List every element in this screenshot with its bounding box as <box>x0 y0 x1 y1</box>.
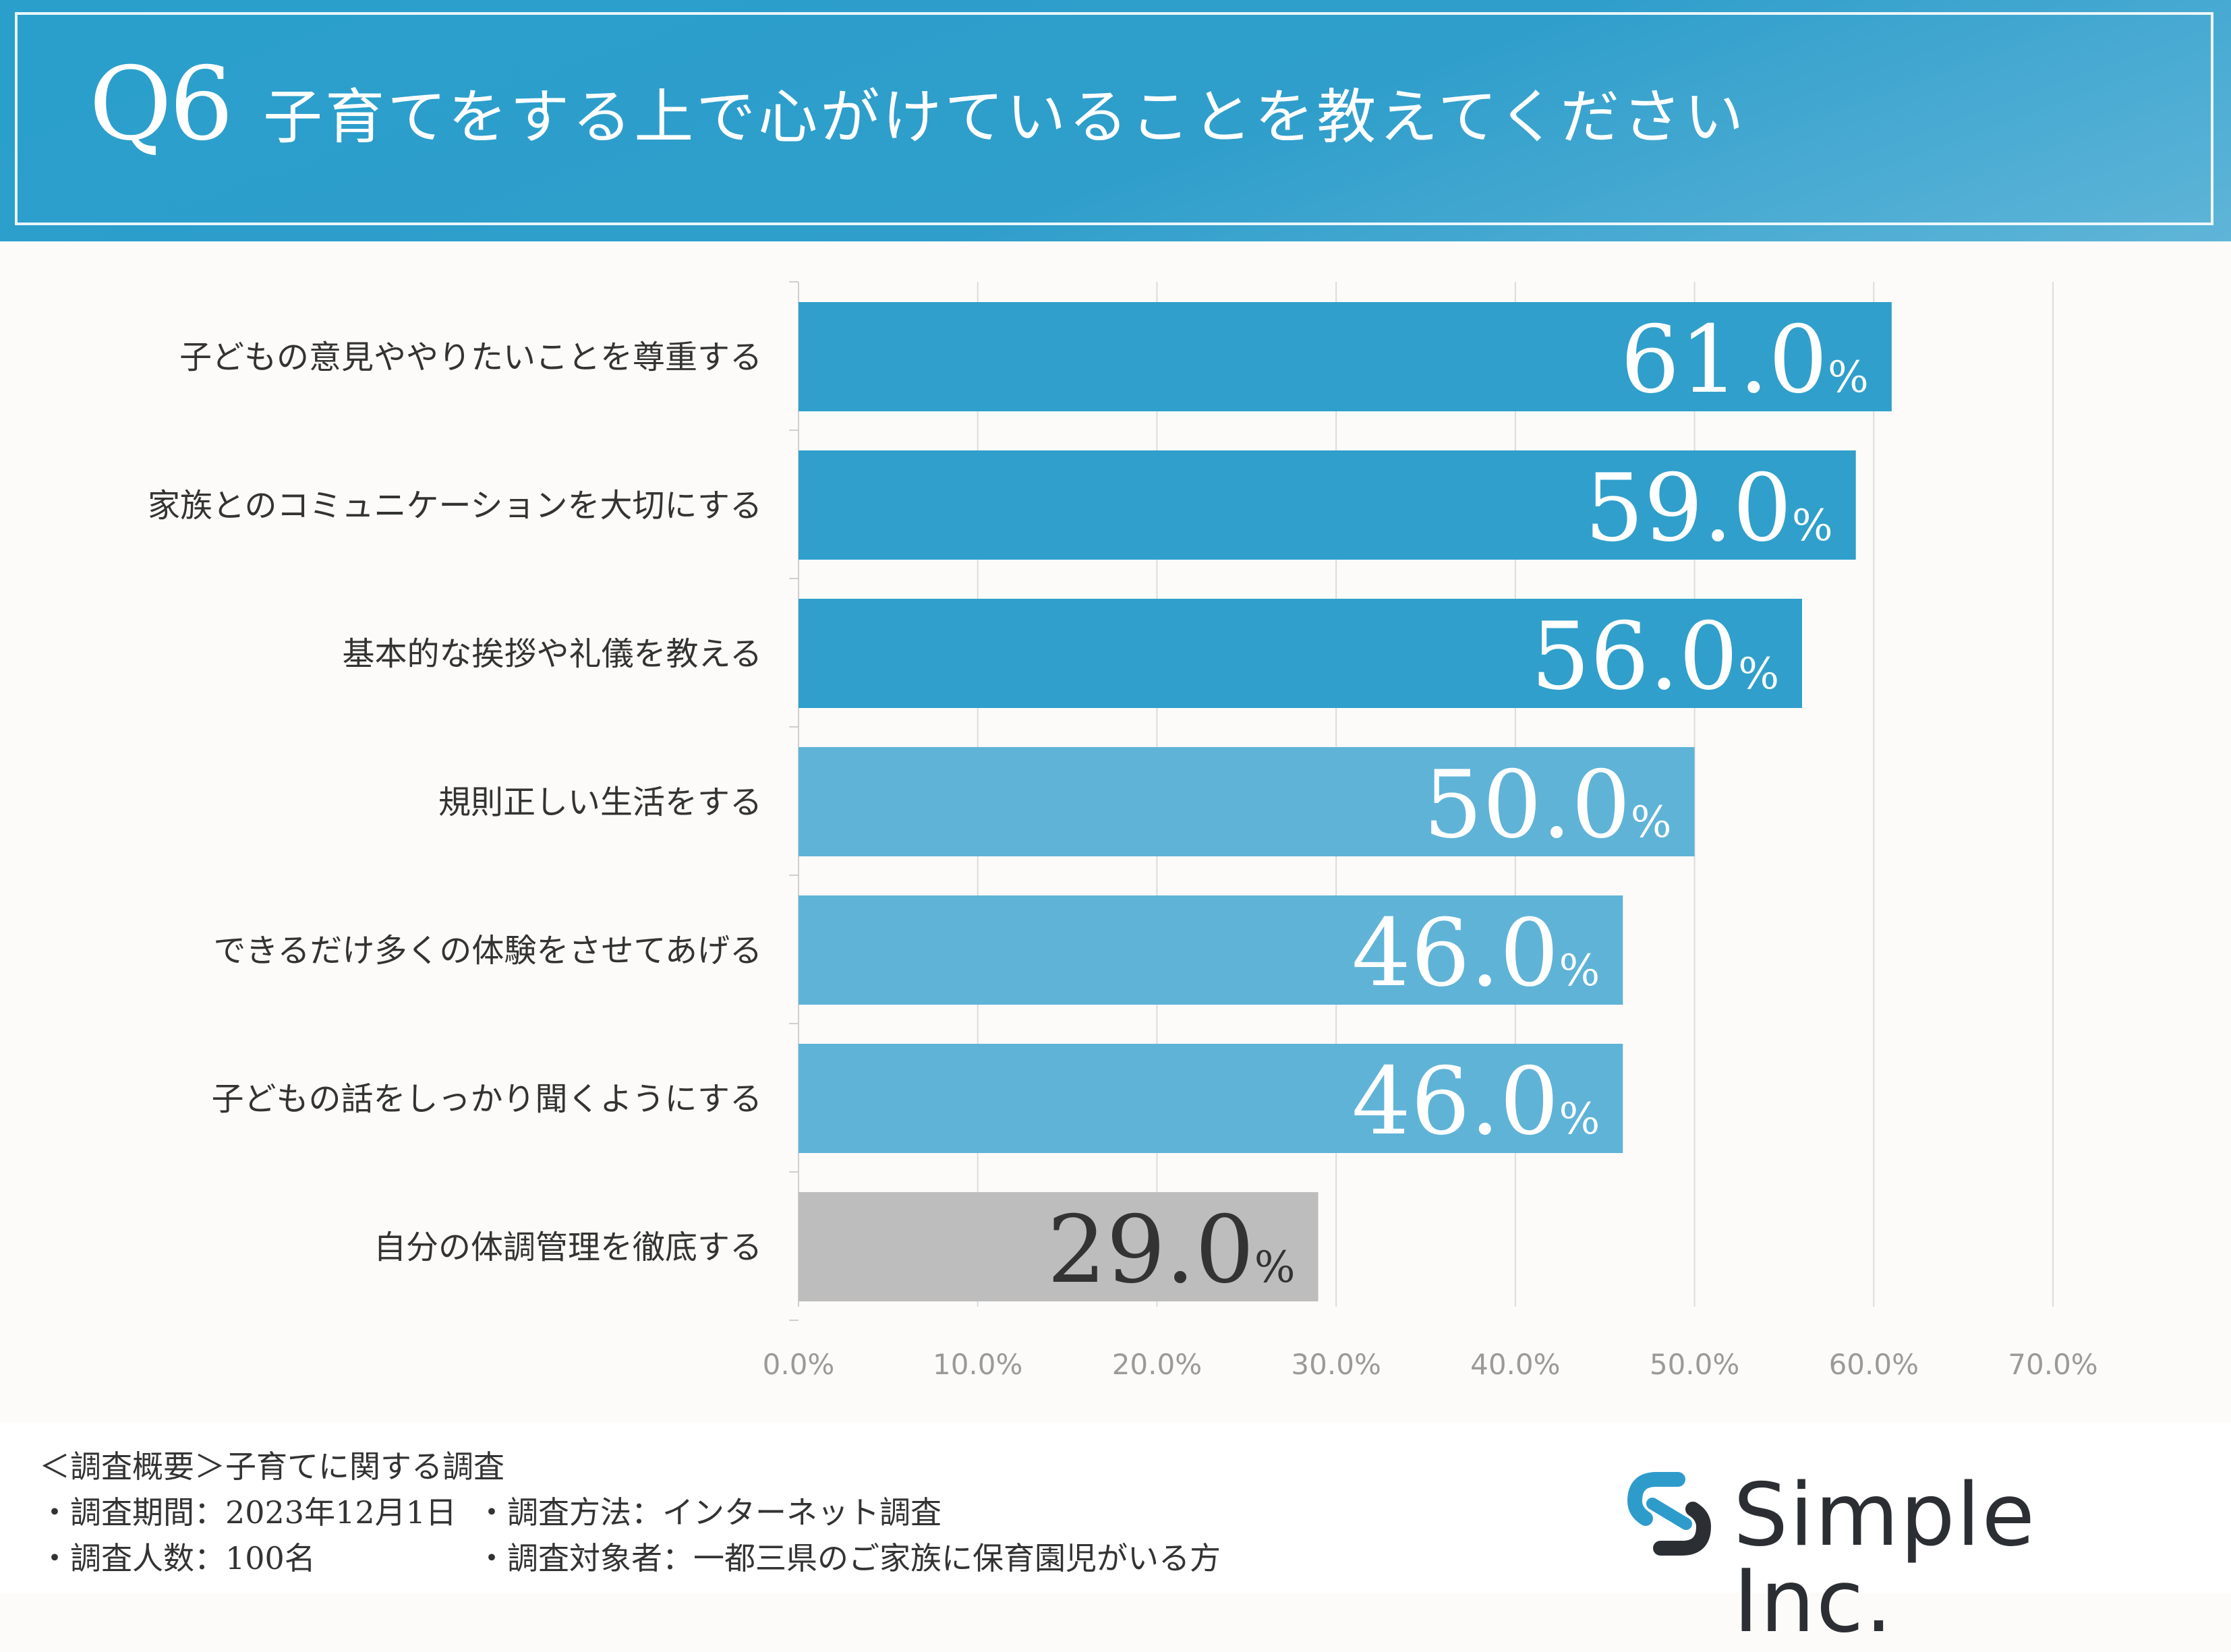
header-frame <box>15 12 2213 225</box>
x-tick-label: 20.0% <box>1112 1348 1202 1381</box>
question-number: Q6 <box>89 46 233 163</box>
x-tick-label: 40.0% <box>1470 1348 1560 1381</box>
bar <box>799 1192 1319 1301</box>
bar <box>799 302 1892 411</box>
data-label: 29.0% <box>1047 1196 1295 1304</box>
category-label: 基本的な挨拶や礼儀を教える <box>342 635 762 673</box>
survey-target: ・調査対象者：一都三県のご家族に保育園児がいる方 <box>476 1540 1221 1576</box>
data-label: 50.0% <box>1423 750 1671 859</box>
category-label: 自分の体調管理を徹底する <box>374 1229 762 1266</box>
category-label: 規則正しい生活をする <box>438 784 762 821</box>
logo-mark-icon <box>1627 1472 1712 1556</box>
data-label: 46.0% <box>1352 899 1600 1007</box>
company-logo: Simple Inc. <box>1625 1470 2205 1645</box>
category-label: 家族とのコミュニケーションを大切にする <box>148 487 762 525</box>
bar <box>799 1044 1623 1153</box>
question-title: 子育てをする上で心がけていることを教えてください <box>263 82 1747 152</box>
x-tick-label: 0.0% <box>763 1348 835 1381</box>
x-tick-label: 30.0% <box>1291 1348 1381 1381</box>
category-label: 子どもの話をしっかり聞くようにする <box>212 1080 762 1118</box>
data-label: 59.0% <box>1585 454 1833 562</box>
bar <box>799 895 1623 1005</box>
x-tick-label: 60.0% <box>1829 1348 1919 1381</box>
survey-method: ・調査方法：インターネット調査 <box>476 1494 941 1531</box>
bar <box>799 599 1802 708</box>
bar <box>799 747 1695 856</box>
x-tick-label: 70.0% <box>2008 1348 2097 1381</box>
bar <box>799 450 1856 560</box>
survey-summary: ＜調査概要＞子育てに関する調査 ・調査期間：2023年12月1日 ・調査方法：イ… <box>0 1423 2231 1593</box>
data-label: 46.0% <box>1352 1047 1600 1156</box>
category-label: できるだけ多くの体験をさせてあげる <box>213 932 762 970</box>
data-label: 61.0% <box>1621 305 1869 414</box>
x-tick-label: 50.0% <box>1650 1348 1739 1381</box>
bar-chart: 0.0% 10.0% 20.0% 30.0% 40.0% 50.0% 60.0% 70.0% 子… <box>148 281 2098 1381</box>
survey-period: ・調査期間：2023年12月1日 <box>39 1494 457 1531</box>
logo-text: Simple Inc. <box>1733 1465 2037 1652</box>
header-banner: Q6 子育てをする上で心がけていることを教えてください <box>0 0 2231 241</box>
summary-heading: ＜調査概要＞子育てに関する調査 <box>39 1448 504 1485</box>
data-label: 56.0% <box>1531 602 1779 711</box>
survey-count: ・調査人数：100名 <box>39 1540 316 1576</box>
x-tick-label: 10.0% <box>933 1348 1022 1381</box>
category-label: 子どもの意見ややりたいことを尊重する <box>179 338 762 376</box>
